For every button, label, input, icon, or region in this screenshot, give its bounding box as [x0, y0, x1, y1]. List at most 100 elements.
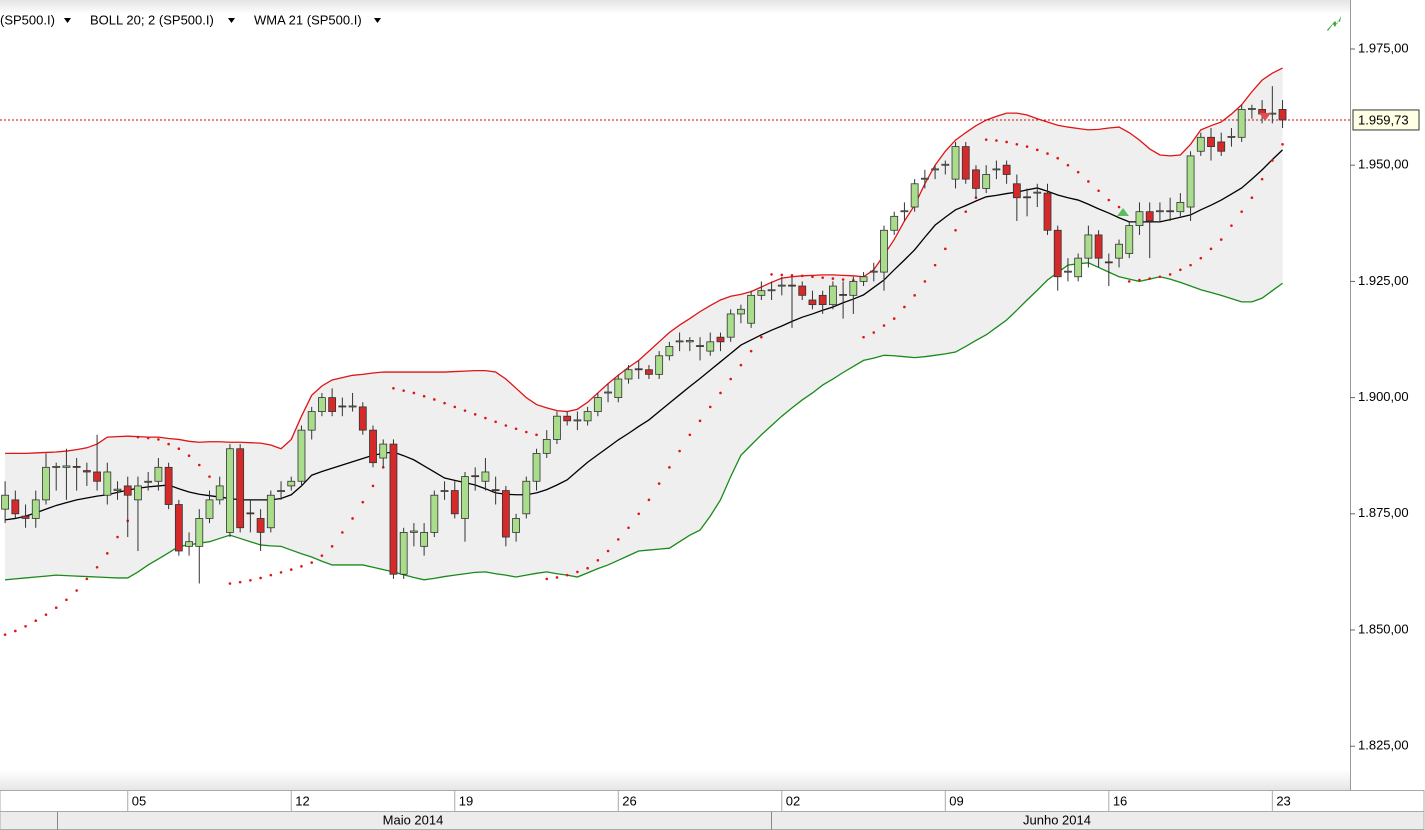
candle-body	[1033, 191, 1042, 194]
candle-body	[931, 168, 939, 171]
candle-body	[1094, 234, 1103, 259]
sar-dot	[964, 210, 968, 213]
month-label: Junho 2014	[1023, 812, 1091, 827]
sar-dot	[289, 568, 293, 571]
candle-body	[604, 391, 612, 394]
y-tick-label: 1.900,00	[1358, 389, 1409, 404]
candle-body	[542, 439, 551, 454]
candle-body	[757, 290, 766, 296]
candle-body	[82, 470, 91, 473]
sar-dot	[422, 394, 426, 398]
legend-wma[interactable]: WMA 21 (SP500.I)	[254, 12, 362, 27]
dropdown-arrow[interactable]	[374, 18, 381, 23]
sar-dot	[606, 549, 610, 553]
sar-dot	[790, 274, 794, 277]
sar-dot	[535, 433, 538, 437]
candle-body	[1176, 201, 1185, 213]
candle-body	[236, 448, 245, 529]
sar-dot	[821, 276, 824, 279]
candle-body	[818, 294, 827, 306]
candle-body	[72, 465, 81, 468]
sar-dot	[1046, 152, 1049, 155]
candle-body	[1237, 109, 1246, 138]
candle-body	[307, 411, 316, 431]
candle-body	[706, 341, 715, 352]
sar-dot	[249, 578, 252, 582]
sar-dot	[463, 409, 467, 412]
dropdown-arrow[interactable]	[64, 18, 71, 23]
candle-body	[1196, 136, 1205, 152]
candle-body	[246, 512, 255, 515]
sar-dot	[1199, 256, 1203, 260]
candle-body	[1217, 141, 1226, 152]
sar-dot	[238, 580, 242, 584]
candle-body	[1053, 229, 1062, 278]
sar-dot	[402, 389, 405, 392]
sar-dot	[1230, 224, 1233, 227]
dropdown-arrow[interactable]	[228, 18, 235, 23]
sar-dot	[279, 571, 283, 574]
sar-dot	[586, 566, 589, 570]
sar-dot	[637, 512, 641, 516]
sar-dot	[1015, 142, 1019, 146]
sar-dot	[1250, 196, 1254, 200]
candle-body	[1145, 211, 1154, 222]
candle-body	[164, 466, 173, 505]
sar-dot	[14, 629, 17, 633]
legend-bollinger[interactable]: BOLL 20; 2 (SP500.I)	[90, 12, 214, 27]
sar-dot	[65, 598, 68, 602]
candle-body	[1247, 108, 1256, 110]
candle-body	[1227, 135, 1236, 138]
sar-dot	[106, 552, 109, 555]
sar-dot	[24, 624, 27, 628]
sar-dot	[371, 484, 375, 488]
sar-dot	[54, 606, 58, 609]
candle-body	[501, 490, 510, 538]
candle-body	[655, 355, 664, 375]
legend-symbol[interactable]: (SP500.I)	[0, 12, 55, 27]
candle-body	[1002, 164, 1011, 175]
sar-dot	[841, 278, 845, 281]
candle-body	[665, 346, 674, 357]
sar-dot	[678, 449, 681, 453]
band-fill	[5, 68, 1283, 580]
sar-dot	[780, 273, 784, 277]
candle-body	[348, 405, 357, 408]
bollinger-lower	[5, 262, 1283, 581]
sar-dot	[1056, 156, 1060, 160]
sar-dot	[627, 526, 630, 530]
sar-dot	[75, 589, 78, 592]
sar-dot	[484, 416, 487, 420]
sar-dot	[668, 466, 671, 469]
sar-dot	[862, 335, 865, 339]
candle-body	[982, 174, 991, 189]
sar-dot	[1271, 159, 1274, 162]
sar-dot	[116, 535, 119, 539]
candle-body	[491, 489, 500, 492]
candle-body	[461, 476, 469, 519]
sar-dot	[923, 280, 927, 283]
candle-body	[481, 471, 490, 482]
sar-dot	[228, 582, 232, 585]
sar-dot	[85, 577, 89, 581]
sar-dot	[44, 613, 48, 616]
sar-dot	[1035, 148, 1039, 152]
candle-body	[747, 294, 756, 324]
sar-dot	[330, 545, 334, 548]
date-axis-row	[0, 790, 1425, 812]
candle-body	[205, 499, 214, 519]
candle-body	[226, 448, 234, 533]
sar-dot	[157, 438, 160, 441]
candle-body	[297, 429, 306, 482]
sar-dot	[616, 538, 620, 541]
price-tag-label: 1.959,73	[1358, 112, 1409, 127]
sar-dot	[698, 419, 702, 423]
candle-body	[675, 340, 684, 343]
x-tick-label: 12	[295, 793, 309, 808]
x-tick-label: 02	[786, 793, 800, 808]
sar-dot	[136, 435, 140, 439]
month-label: Maio 2014	[383, 812, 444, 827]
price-tag-box	[1352, 109, 1420, 131]
candle-body	[134, 485, 142, 501]
x-tick-label: 19	[459, 793, 473, 808]
